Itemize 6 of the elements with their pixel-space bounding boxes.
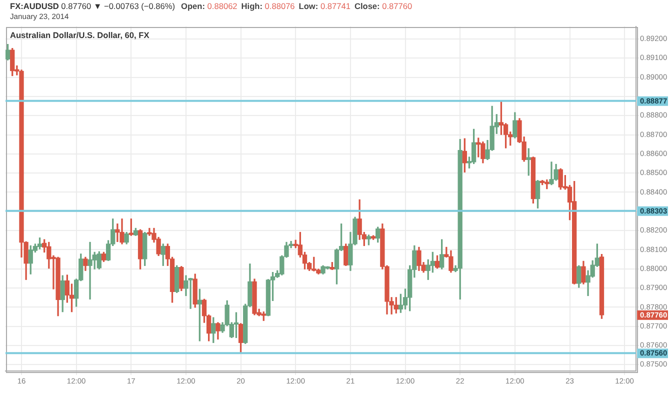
text: Open: 0.88062	[181, 1, 238, 11]
text: Low: 0.87741	[298, 1, 350, 11]
text: FX:AUDUSD 0.87760 ▼ −0.00763 (−0.86%)	[10, 1, 176, 11]
text: High: 0.88076	[241, 1, 295, 11]
text: Australian Dollar/U.S. Dollar, 60, FX	[10, 30, 150, 40]
text: Close: 0.87760	[354, 1, 412, 11]
